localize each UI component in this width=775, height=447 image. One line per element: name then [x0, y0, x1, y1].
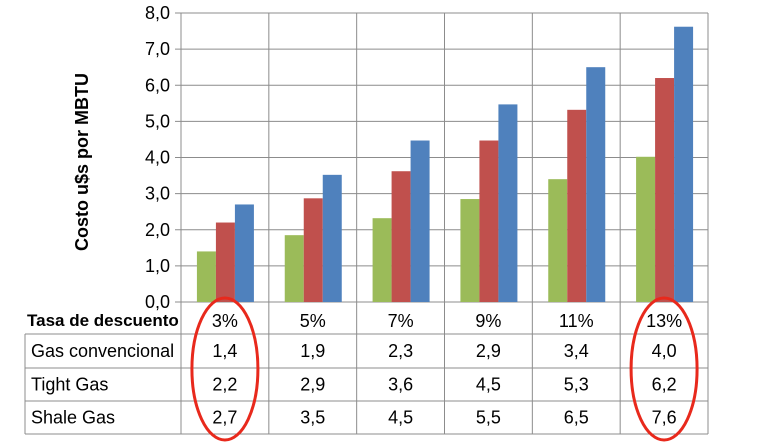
bar-shale-gas — [322, 174, 342, 302]
data-cell: 3,6 — [388, 375, 413, 395]
category-label: 3% — [212, 311, 238, 331]
data-cell: 1,4 — [212, 341, 237, 361]
data-cell: 2,3 — [388, 341, 413, 361]
grid-lines — [24, 12, 709, 435]
y-tick-label: 5,0 — [145, 111, 170, 131]
y-axis-label: Costo u$s por MBTU — [72, 73, 92, 251]
bars — [196, 26, 694, 303]
data-cell: 2,7 — [212, 408, 237, 428]
data-cell: 6,5 — [564, 408, 589, 428]
bar-gas-convencional — [284, 235, 304, 302]
highlight-ellipses — [190, 296, 699, 442]
series-row-label: Gas convencional — [31, 341, 174, 361]
y-tick-label: 1,0 — [145, 256, 170, 276]
y-tick-labels: 0,0 1,0 2,0 3,0 4,0 5,0 6,0 7,0 8,0 — [145, 3, 170, 312]
bar-shale-gas — [410, 140, 430, 302]
bar-tight-gas — [391, 171, 411, 302]
category-label: 13% — [646, 311, 682, 331]
data-cell: 4,5 — [388, 408, 413, 428]
series-row-label: Tight Gas — [31, 375, 108, 395]
bar-shale-gas — [586, 67, 606, 302]
bar-tight-gas — [567, 109, 587, 302]
data-cell: 4,5 — [476, 375, 501, 395]
bar-shale-gas — [498, 104, 518, 303]
table-header-label: Tasa de descuento — [27, 311, 179, 330]
y-tick-label: 4,0 — [145, 148, 170, 168]
data-cell: 5,5 — [476, 408, 501, 428]
data-table: Tasa de descuento 3% 5% 7% 9% 11% 13% Gas conve… — [27, 311, 682, 428]
bar-gas-convencional — [196, 251, 216, 302]
bar-tight-gas — [479, 140, 499, 302]
y-tick-label: 6,0 — [145, 75, 170, 95]
bar-gas-convencional — [636, 156, 656, 302]
bar-tight-gas — [303, 198, 323, 302]
data-cell: 2,9 — [476, 341, 501, 361]
category-label: 5% — [300, 311, 326, 331]
data-cell: 4,0 — [652, 341, 677, 361]
data-cell: 2,2 — [212, 375, 237, 395]
series-row-label: Shale Gas — [31, 408, 115, 428]
y-tick-label: 3,0 — [145, 184, 170, 204]
data-cell: 7,6 — [652, 408, 677, 428]
y-tick-label: 0,0 — [145, 292, 170, 312]
highlight-ellipse — [629, 296, 699, 442]
data-cell: 3,5 — [300, 408, 325, 428]
data-cell: 6,2 — [652, 375, 677, 395]
bar-tight-gas — [655, 78, 675, 303]
data-cell: 1,9 — [300, 341, 325, 361]
data-cell: 2,9 — [300, 375, 325, 395]
y-tick-label: 8,0 — [145, 3, 170, 23]
highlight-ellipse — [190, 296, 260, 442]
category-label: 11% — [559, 311, 594, 331]
bar-shale-gas — [234, 204, 254, 302]
category-label: 9% — [475, 311, 501, 331]
bar-gas-convencional — [372, 218, 392, 302]
category-label: 7% — [388, 311, 414, 331]
y-tick-label: 2,0 — [145, 220, 170, 240]
bar-shale-gas — [674, 26, 694, 302]
bar-tight-gas — [215, 222, 235, 302]
axes — [175, 12, 182, 303]
data-cell: 5,3 — [564, 375, 589, 395]
y-tick-label: 7,0 — [145, 39, 170, 59]
bar-gas-convencional — [460, 199, 480, 302]
bar-gas-convencional — [548, 179, 568, 302]
data-cell: 3,4 — [564, 341, 589, 361]
